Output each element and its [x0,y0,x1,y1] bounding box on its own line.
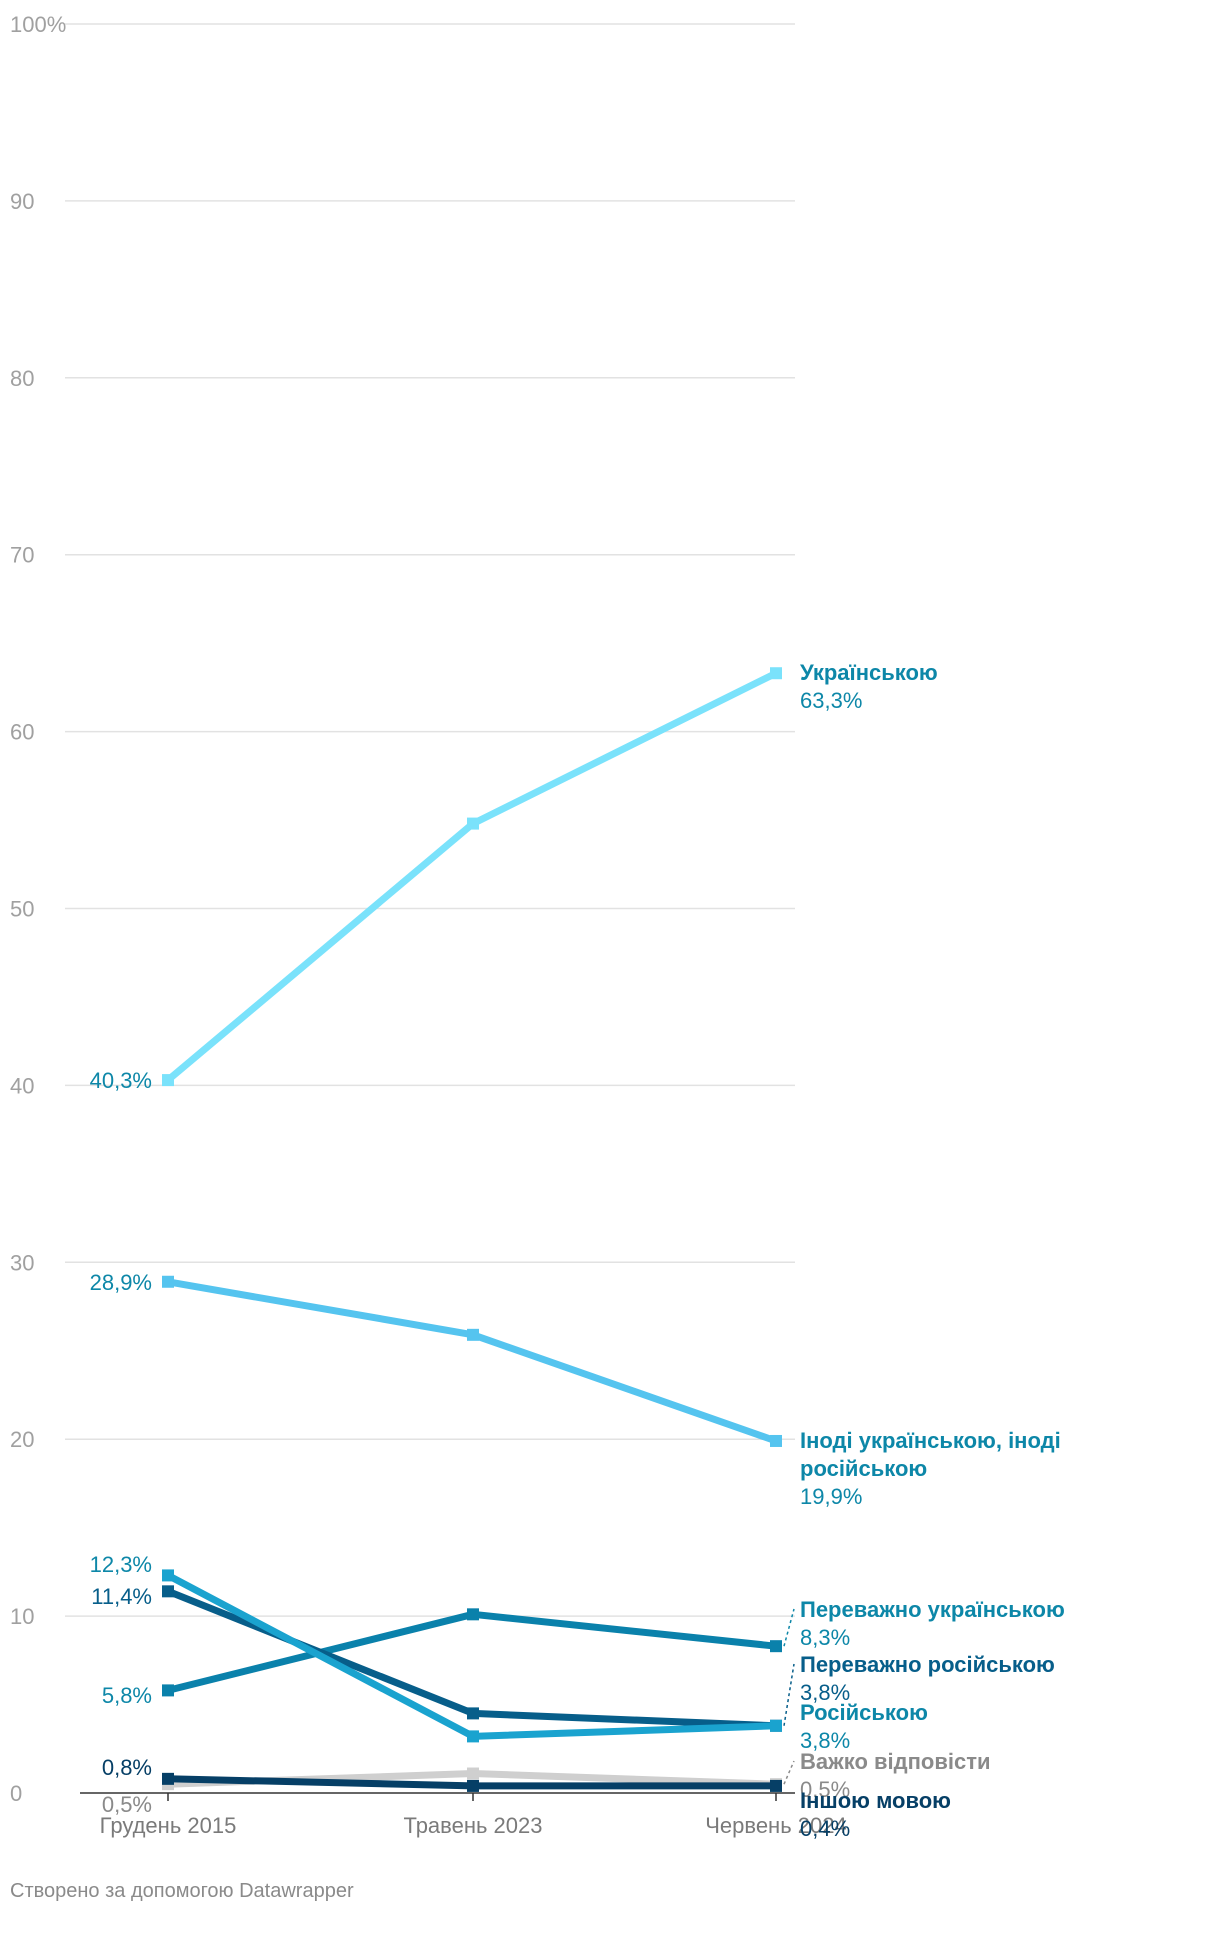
label-connector [783,1608,795,1647]
series-name-label: Переважно російською [800,1652,1055,1677]
series-name-label: Українською [800,660,938,685]
y-tick-label: 40 [10,1073,34,1098]
series-value-label: 63,3% [800,688,862,713]
series-line [167,1278,778,1445]
data-point-marker [162,1074,174,1087]
y-axis-ticks: 0 10 20 30 40 50 60 70 80 90 100% [10,12,66,1806]
series-value-label: 3,8% [800,1680,850,1705]
data-point-marker [162,1569,174,1582]
series-value-label: 19,9% [800,1484,862,1509]
y-tick-label: 100% [10,12,66,37]
data-point-marker [467,1707,479,1720]
data-point-marker [770,1434,782,1447]
data-point-marker [467,1328,479,1341]
grid-lines [65,23,795,1617]
start-value-label: 11,4% [91,1584,152,1609]
data-point-marker [467,817,479,830]
footer-credit: Створено за допомогою Datawrapper [10,1880,354,1902]
data-point-marker [467,1730,479,1743]
series-value-label: 8,3% [800,1625,850,1650]
start-value-label: 28,9% [90,1270,152,1295]
data-point-marker [162,1772,174,1785]
data-point-marker [162,1684,174,1697]
series-value-label: 3,8% [800,1728,850,1753]
series-labels: 40,3% 28,9% 5,8% 11,4% 12,3% 0,5% 0,8% Українсь… [90,660,1065,1841]
series-name-label: Російською [800,1700,928,1725]
label-connector [783,1760,795,1785]
y-tick-label: 70 [10,543,34,568]
y-tick-label: 50 [10,897,34,922]
series-name-label: Важко відповісти [800,1749,991,1774]
y-tick-label: 30 [10,1250,34,1275]
x-tick-label: Травень 2023 [403,1813,542,1838]
y-tick-label: 20 [10,1427,34,1452]
data-point-marker [770,1640,782,1653]
data-point-marker [770,667,782,680]
data-point-marker [467,1767,479,1780]
start-value-label: 40,3% [90,1068,152,1093]
series-line [165,670,778,1083]
data-point-marker [162,1585,174,1598]
x-tick-label: Червень 2024 [705,1813,846,1838]
series-value-label: 0,4% [800,1816,850,1841]
y-tick-label: 0 [10,1781,22,1806]
y-tick-label: 60 [10,720,34,745]
series-value-label: 0,5% [800,1777,850,1802]
series-lines [162,667,782,1792]
y-tick-label: 80 [10,366,34,391]
start-value-label: 12,3% [90,1552,152,1577]
data-point-marker [467,1608,479,1621]
data-point-marker [770,1779,782,1792]
label-connector [783,1663,795,1726]
start-value-label: 5,8% [102,1683,152,1708]
series-name-label: російською [800,1456,927,1481]
x-axis: Грудень 2015 Травень 2023 Червень 2024 [80,1792,847,1838]
start-value-label: 0,5% [102,1792,152,1817]
start-value-label: 0,8% [102,1755,152,1780]
y-tick-label: 90 [10,189,34,214]
x-tick-label: Грудень 2015 [100,1813,237,1838]
series-name-label: Іноді українською, іноді [800,1428,1061,1453]
data-point-marker [162,1275,174,1288]
series-name-label: Переважно українською [800,1597,1065,1622]
data-point-marker [770,1719,782,1732]
y-tick-label: 10 [10,1604,34,1629]
series-name-label: Іншою мовою [800,1788,951,1813]
data-point-marker [467,1779,479,1792]
